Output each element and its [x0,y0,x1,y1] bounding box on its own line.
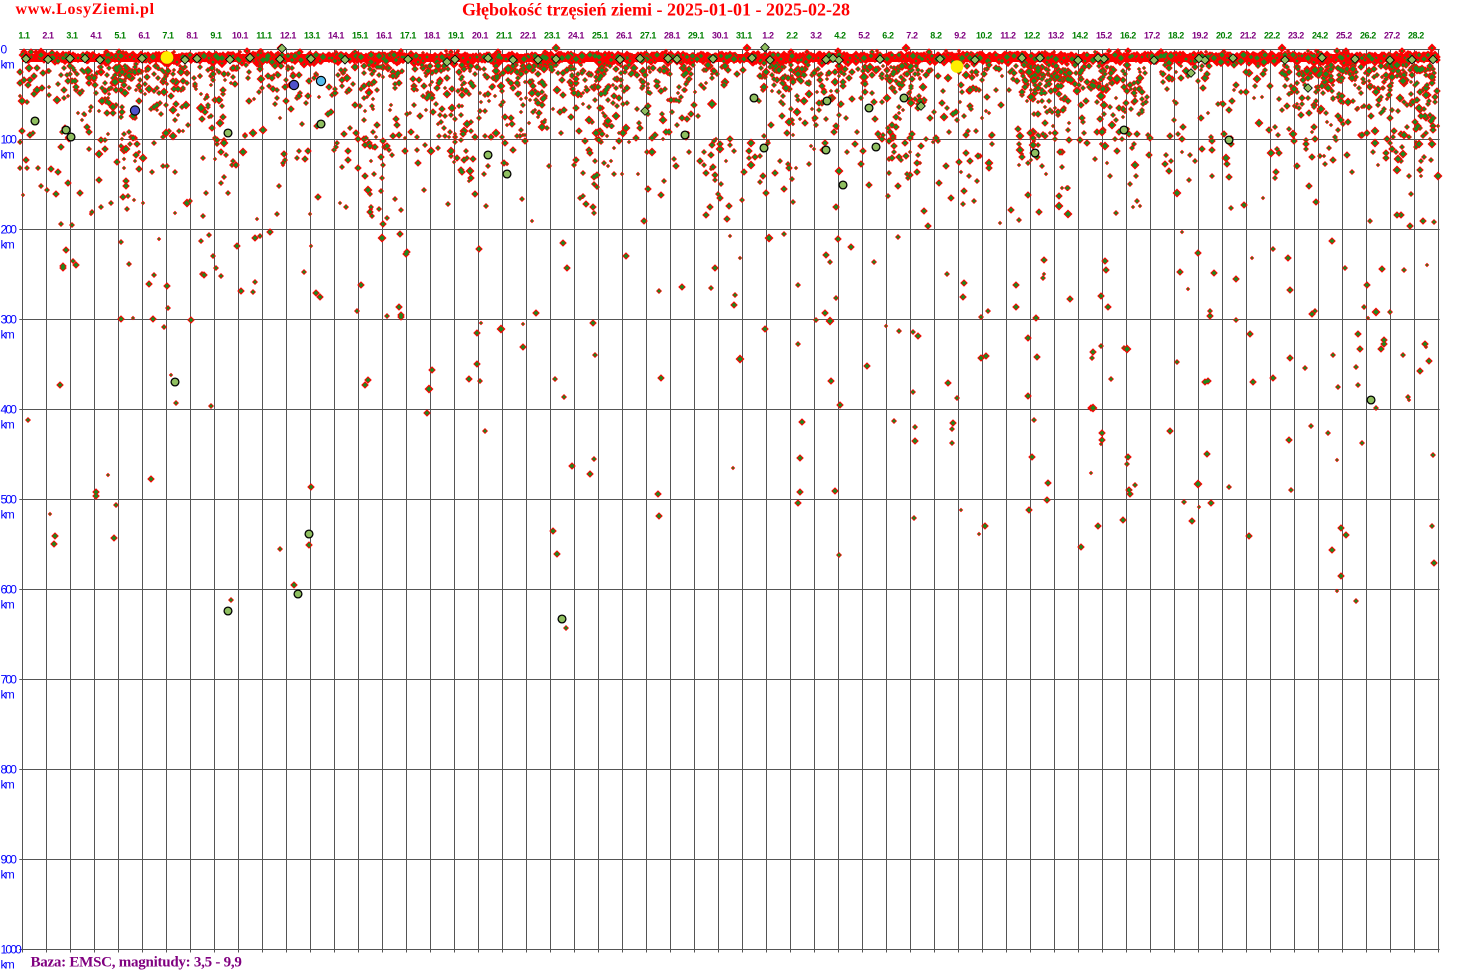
svg-text:6.1: 6.1 [138,30,150,40]
svg-text:17.1: 17.1 [400,30,416,40]
svg-text:0: 0 [1,43,8,57]
svg-text:15.2: 15.2 [1096,30,1112,40]
svg-text:7.1: 7.1 [162,30,174,40]
svg-text:3.1: 3.1 [66,30,78,40]
svg-text:9.2: 9.2 [954,30,966,40]
svg-text:19.2: 19.2 [1192,30,1208,40]
svg-text:17.2: 17.2 [1144,30,1160,40]
svg-text:18.1: 18.1 [424,30,440,40]
svg-text:7.2: 7.2 [906,30,918,40]
svg-text:23.1: 23.1 [544,30,560,40]
svg-text:km: km [1,598,15,612]
svg-text:13.1: 13.1 [304,30,320,40]
svg-text:11.1: 11.1 [256,30,272,40]
svg-text:28.1: 28.1 [664,30,680,40]
svg-text:23.2: 23.2 [1288,30,1304,40]
svg-text:500: 500 [1,493,18,507]
svg-text:20.1: 20.1 [472,30,488,40]
svg-text:14.2: 14.2 [1072,30,1088,40]
svg-text:2.1: 2.1 [42,30,54,40]
svg-text:9.1: 9.1 [210,30,222,40]
svg-text:27.1: 27.1 [640,30,656,40]
svg-text:300: 300 [1,313,18,327]
svg-text:16.1: 16.1 [376,30,392,40]
svg-text:15.1: 15.1 [352,30,368,40]
svg-text:km: km [1,958,15,972]
svg-text:1.2: 1.2 [762,30,774,40]
svg-text:600: 600 [1,583,18,597]
svg-text:100: 100 [1,133,18,147]
svg-text:km: km [1,418,15,432]
svg-text:22.2: 22.2 [1264,30,1280,40]
svg-text:km: km [1,778,15,792]
svg-text:16.2: 16.2 [1120,30,1136,40]
svg-text:1000: 1000 [1,943,23,957]
svg-text:km: km [1,688,15,702]
svg-text:20.2: 20.2 [1216,30,1232,40]
svg-text:10.2: 10.2 [976,30,992,40]
svg-text:29.1: 29.1 [688,30,704,40]
svg-text:25.1: 25.1 [592,30,608,40]
svg-text:22.1: 22.1 [520,30,536,40]
svg-text:4.1: 4.1 [90,30,102,40]
svg-text:1.1: 1.1 [18,30,30,40]
svg-text:4.2: 4.2 [834,30,846,40]
svg-text:18.2: 18.2 [1168,30,1184,40]
svg-text:km: km [1,508,15,522]
svg-text:27.2: 27.2 [1384,30,1400,40]
svg-text:31.1: 31.1 [736,30,752,40]
svg-text:28.2: 28.2 [1408,30,1424,40]
svg-text:www.LosyZiemi.pl: www.LosyZiemi.pl [16,1,155,18]
svg-text:12.2: 12.2 [1024,30,1040,40]
svg-text:km: km [1,148,15,162]
svg-text:25.2: 25.2 [1336,30,1352,40]
svg-text:Głębokość trzęsień ziemi - 202: Głębokość trzęsień ziemi - 2025-01-01 - … [462,0,850,20]
svg-text:km: km [1,238,15,252]
svg-text:3.2: 3.2 [810,30,822,40]
svg-text:24.1: 24.1 [568,30,584,40]
svg-text:6.2: 6.2 [882,30,894,40]
svg-text:km: km [1,328,15,342]
svg-text:11.2: 11.2 [1000,30,1016,40]
svg-text:200: 200 [1,223,18,237]
svg-text:8.1: 8.1 [186,30,198,40]
svg-text:Baza: EMSC, magnitudy: 3,5 - 9: Baza: EMSC, magnitudy: 3,5 - 9,9 [31,955,242,971]
svg-text:km: km [1,58,15,72]
svg-text:14.1: 14.1 [328,30,344,40]
svg-text:2.2: 2.2 [786,30,798,40]
svg-text:400: 400 [1,403,18,417]
svg-text:13.2: 13.2 [1048,30,1064,40]
svg-text:19.1: 19.1 [448,30,464,40]
svg-text:21.1: 21.1 [496,30,512,40]
svg-text:800: 800 [1,763,18,777]
svg-text:12.1: 12.1 [280,30,296,40]
svg-text:21.2: 21.2 [1240,30,1256,40]
svg-text:26.2: 26.2 [1360,30,1376,40]
svg-text:900: 900 [1,853,18,867]
svg-text:8.2: 8.2 [930,30,942,40]
svg-text:10.1: 10.1 [232,30,248,40]
svg-text:km: km [1,868,15,882]
svg-text:700: 700 [1,673,18,687]
svg-text:5.1: 5.1 [114,30,126,40]
svg-text:24.2: 24.2 [1312,30,1328,40]
svg-text:5.2: 5.2 [858,30,870,40]
svg-text:30.1: 30.1 [712,30,728,40]
svg-text:26.1: 26.1 [616,30,632,40]
